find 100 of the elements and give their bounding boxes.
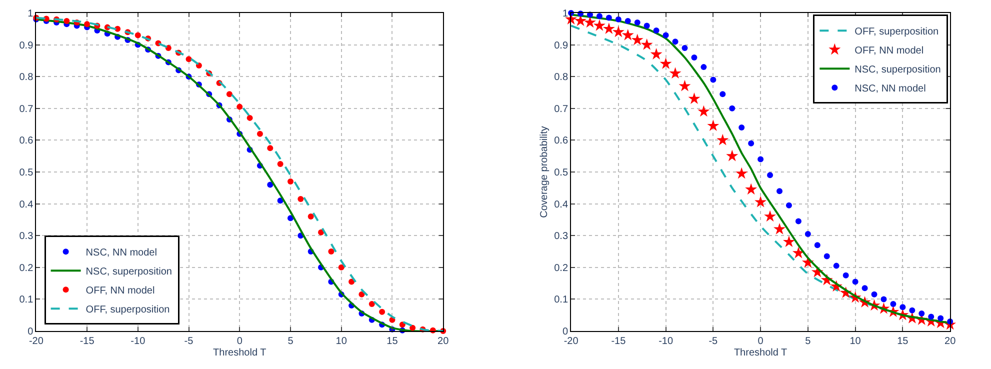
point xyxy=(824,253,830,260)
point xyxy=(596,13,602,20)
point xyxy=(938,315,944,322)
x-tick-label: -5 xyxy=(184,336,194,347)
point xyxy=(774,222,786,234)
point xyxy=(602,22,615,34)
point xyxy=(298,196,304,202)
point xyxy=(644,22,650,29)
point xyxy=(707,120,720,131)
y-tick-label: 0 xyxy=(562,326,568,338)
point xyxy=(246,114,253,121)
point xyxy=(698,105,710,117)
point xyxy=(267,145,274,152)
x-tick-label: -10 xyxy=(130,336,146,347)
point xyxy=(880,296,887,302)
y-tick-label: 0.7 xyxy=(19,104,34,115)
point xyxy=(700,64,707,70)
point xyxy=(267,182,274,188)
point xyxy=(338,264,344,270)
point xyxy=(792,246,804,258)
point xyxy=(348,278,355,285)
point xyxy=(754,196,767,208)
x-tick-label: 20 xyxy=(438,336,450,347)
point xyxy=(84,21,90,28)
point xyxy=(308,214,314,220)
y-tick-label: 0.6 xyxy=(19,136,34,147)
point xyxy=(653,27,660,34)
point xyxy=(786,202,792,208)
point xyxy=(758,156,764,162)
point xyxy=(833,262,840,269)
point xyxy=(745,183,758,195)
legend-label: NSC, NN model xyxy=(854,83,926,94)
point xyxy=(358,291,365,298)
point xyxy=(729,105,736,112)
point xyxy=(287,215,294,222)
x-axis-title: Threshold T xyxy=(734,348,788,358)
x-tick-label: 10 xyxy=(336,336,348,347)
point xyxy=(236,104,243,110)
point xyxy=(909,307,916,314)
point xyxy=(842,272,849,278)
y-tick-label: 0.7 xyxy=(554,104,568,115)
x-tick-label: -15 xyxy=(611,336,626,347)
point xyxy=(615,16,622,22)
point xyxy=(782,236,795,248)
y-tick-label: 1 xyxy=(562,8,568,20)
y-tick-label: 0.4 xyxy=(19,199,34,210)
y-tick-label: 0.6 xyxy=(554,136,568,147)
point xyxy=(631,34,644,46)
point xyxy=(134,32,141,38)
x-tick-label: -20 xyxy=(28,336,44,347)
point xyxy=(672,38,678,45)
point xyxy=(795,218,802,224)
point xyxy=(669,67,682,79)
point xyxy=(776,188,783,194)
point xyxy=(410,324,416,331)
point xyxy=(710,76,716,83)
y-tick-label: 0.1 xyxy=(19,294,34,306)
x-tick-label: 15 xyxy=(386,336,398,347)
y-tick-label: 0.9 xyxy=(554,40,568,52)
point xyxy=(640,38,653,50)
legend-label: NSC, superposition xyxy=(854,64,941,76)
point xyxy=(852,278,858,285)
point xyxy=(691,54,698,61)
y-tick-label: 0.5 xyxy=(554,168,568,178)
point xyxy=(767,172,774,178)
point xyxy=(716,134,729,146)
point xyxy=(900,304,906,310)
x-tick-label: -15 xyxy=(80,336,95,347)
legend-label: NSC, NN model xyxy=(86,248,157,259)
point xyxy=(682,44,688,51)
y-tick-label: 0 xyxy=(28,326,34,338)
y-tick-label: 0.8 xyxy=(554,72,568,84)
point xyxy=(368,300,375,307)
point xyxy=(584,16,596,28)
point xyxy=(328,248,334,254)
x-tick-label: 0 xyxy=(758,336,764,347)
y-tick-label: 0.8 xyxy=(19,72,34,84)
x-tick-label: -5 xyxy=(708,336,718,347)
x-axis-title: Threshold T xyxy=(213,348,266,358)
y-axis-title: Coverage probability xyxy=(539,126,550,218)
point xyxy=(890,300,896,307)
x-tick-label: -10 xyxy=(658,336,674,347)
point xyxy=(226,91,232,98)
point xyxy=(862,285,868,292)
legend-label: OFF, NN model xyxy=(854,45,924,56)
point xyxy=(622,28,634,40)
y-tick-label: 0.5 xyxy=(19,168,34,178)
point xyxy=(726,150,738,162)
y-tick-label: 0.4 xyxy=(554,199,568,210)
point xyxy=(287,178,294,185)
point xyxy=(379,308,386,315)
point xyxy=(918,310,925,317)
point xyxy=(871,291,878,298)
point xyxy=(678,80,691,92)
point xyxy=(186,56,192,62)
point xyxy=(64,18,70,24)
x-tick-label: -20 xyxy=(564,336,579,347)
point xyxy=(738,124,745,130)
y-tick-label: 0.1 xyxy=(554,294,568,306)
point xyxy=(804,231,811,238)
